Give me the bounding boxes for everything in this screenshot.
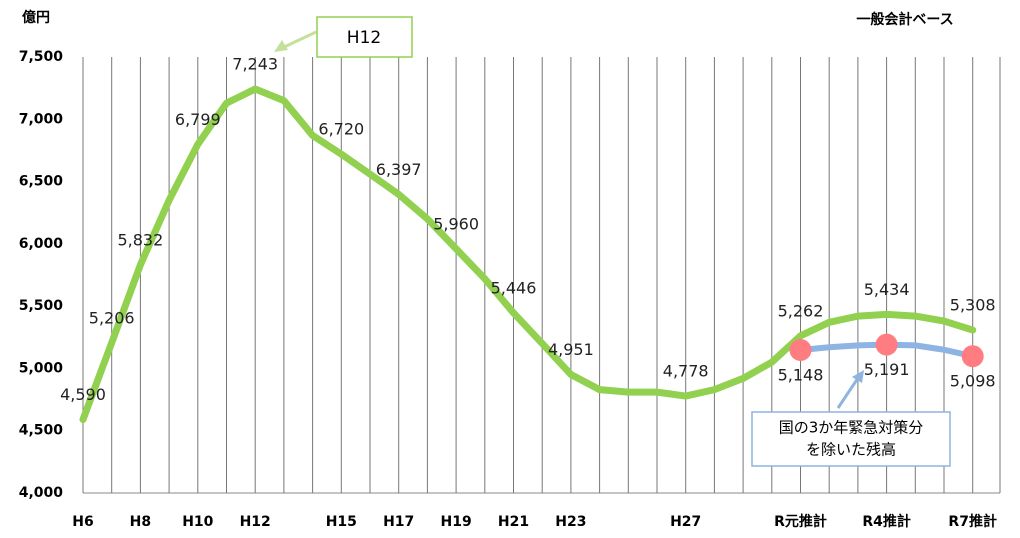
y-unit: 億円 (22, 9, 50, 26)
value-label: 5,262 (778, 301, 824, 320)
subtitle: 一般会計ベース (856, 11, 953, 28)
callout-box (316, 16, 413, 58)
callout-arrow (836, 377, 860, 409)
value-label: 5,148 (778, 365, 824, 384)
value-label: 5,098 (950, 372, 996, 391)
x-tick-label: H6 (72, 514, 93, 530)
y-tick-label: 5,000 (19, 360, 64, 376)
value-label: 5,832 (117, 230, 163, 249)
value-label: 5,191 (864, 360, 910, 379)
x-tick-label: H27 (670, 514, 701, 530)
value-label: 5,960 (433, 214, 479, 233)
value-label: 4,951 (548, 340, 594, 359)
marker (875, 333, 898, 356)
labels: 4,000 4,500 5,000 5,500 6,000 6,500 7,000 7,500… (19, 49, 997, 530)
value-label: 5,206 (89, 308, 135, 327)
x-tick-label: H23 (555, 514, 586, 530)
y-tick-label: 7,500 (19, 49, 64, 65)
x-tick-label: H21 (498, 514, 529, 530)
x-tick-label: R4推計 (862, 513, 911, 530)
callout-box (751, 411, 951, 467)
y-tick-label: 4,500 (19, 423, 64, 439)
value-label: 4,778 (663, 362, 709, 381)
line-series (79, 85, 977, 424)
value-label: 5,434 (864, 280, 910, 299)
value-label: 7,243 (232, 55, 278, 74)
x-tick-label: H19 (440, 514, 471, 530)
callout-text: 国の3か年緊急対策分 (779, 419, 924, 437)
arrow-head (274, 40, 288, 52)
arrow-head (852, 370, 864, 383)
x-tick-label: H17 (383, 514, 414, 530)
callout-text: H12 (347, 28, 381, 48)
x-tick-label: H12 (240, 514, 271, 530)
x-tick-label: R7推計 (948, 513, 997, 530)
value-label: 5,308 (950, 296, 996, 315)
marker (789, 338, 812, 361)
x-tick-label: H8 (130, 514, 151, 530)
value-label: 6,397 (376, 160, 422, 179)
y-tick-label: 5,500 (19, 298, 64, 314)
x-tick-label: R元推計 (774, 513, 827, 530)
lines (79, 85, 984, 424)
marker (961, 345, 984, 368)
value-label: 6,720 (318, 120, 364, 139)
value-label: 5,446 (491, 278, 537, 297)
y-tick-label: 7,000 (19, 111, 64, 127)
value-label: 6,799 (175, 110, 221, 129)
y-tick-label: 4,000 (19, 485, 64, 501)
x-tick-label: H10 (182, 514, 213, 530)
x-tick-label: H15 (326, 514, 357, 530)
value-label: 4,590 (60, 385, 106, 404)
y-tick-label: 6,500 (19, 174, 64, 190)
callout-arrow (281, 30, 317, 50)
y-tick-label: 6,000 (19, 236, 64, 252)
callout-text: を除いた残高 (806, 441, 896, 459)
